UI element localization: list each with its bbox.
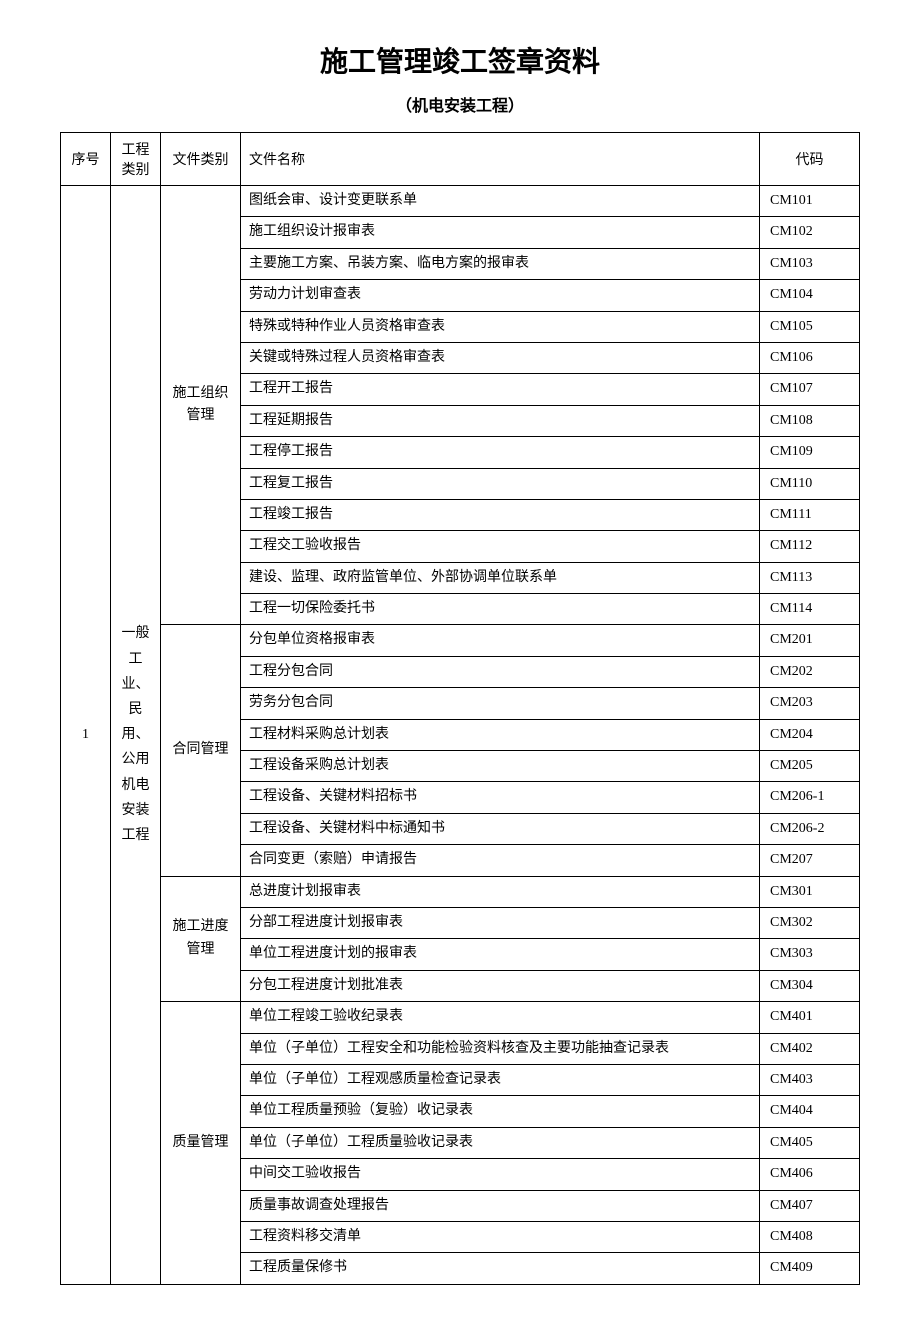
code-cell: CM401: [760, 1002, 860, 1033]
code-cell: CM109: [760, 437, 860, 468]
code-cell: CM206-2: [760, 813, 860, 844]
file-name-cell: 分包工程进度计划批准表: [241, 970, 760, 1001]
table-row: 1一般工业、民用、公用机电安装工程施工组织管理图纸会审、设计变更联系单CM101: [61, 186, 860, 217]
file-name-cell: 单位（子单位）工程质量验收记录表: [241, 1127, 760, 1158]
file-category-cell: 施工进度管理: [161, 876, 241, 1002]
code-cell: CM105: [760, 311, 860, 342]
file-name-cell: 工程资料移交清单: [241, 1221, 760, 1252]
code-cell: CM113: [760, 562, 860, 593]
code-cell: CM101: [760, 186, 860, 217]
table-body: 1一般工业、民用、公用机电安装工程施工组织管理图纸会审、设计变更联系单CM101…: [61, 186, 860, 1285]
code-cell: CM303: [760, 939, 860, 970]
file-name-cell: 工程设备、关键材料招标书: [241, 782, 760, 813]
file-name-cell: 工程开工报告: [241, 374, 760, 405]
file-name-cell: 单位工程竣工验收纪录表: [241, 1002, 760, 1033]
file-name-cell: 工程复工报告: [241, 468, 760, 499]
code-cell: CM408: [760, 1221, 860, 1252]
code-cell: CM206-1: [760, 782, 860, 813]
code-cell: CM201: [760, 625, 860, 656]
file-name-cell: 劳动力计划审查表: [241, 280, 760, 311]
file-name-cell: 总进度计划报审表: [241, 876, 760, 907]
code-cell: CM406: [760, 1159, 860, 1190]
code-cell: CM302: [760, 907, 860, 938]
file-name-cell: 劳务分包合同: [241, 688, 760, 719]
file-name-cell: 建设、监理、政府监管单位、外部协调单位联系单: [241, 562, 760, 593]
code-cell: CM207: [760, 845, 860, 876]
file-name-cell: 工程一切保险委托书: [241, 594, 760, 625]
code-cell: CM106: [760, 342, 860, 373]
file-name-cell: 工程设备采购总计划表: [241, 751, 760, 782]
header-file-name: 文件名称: [241, 133, 760, 186]
file-name-cell: 分部工程进度计划报审表: [241, 907, 760, 938]
code-cell: CM404: [760, 1096, 860, 1127]
file-name-cell: 合同变更（索赔）申请报告: [241, 845, 760, 876]
file-category-cell: 施工组织管理: [161, 186, 241, 625]
eng-category-cell: 一般工业、民用、公用机电安装工程: [111, 186, 161, 1285]
code-cell: CM203: [760, 688, 860, 719]
code-cell: CM407: [760, 1190, 860, 1221]
file-name-cell: 特殊或特种作业人员资格审查表: [241, 311, 760, 342]
file-name-cell: 工程设备、关键材料中标通知书: [241, 813, 760, 844]
file-name-cell: 质量事故调查处理报告: [241, 1190, 760, 1221]
code-cell: CM403: [760, 1064, 860, 1095]
code-cell: CM304: [760, 970, 860, 1001]
code-cell: CM114: [760, 594, 860, 625]
code-cell: CM111: [760, 499, 860, 530]
file-name-cell: 图纸会审、设计变更联系单: [241, 186, 760, 217]
code-cell: CM102: [760, 217, 860, 248]
header-seq: 序号: [61, 133, 111, 186]
file-name-cell: 单位（子单位）工程安全和功能检验资料核查及主要功能抽查记录表: [241, 1033, 760, 1064]
code-cell: CM301: [760, 876, 860, 907]
file-name-cell: 工程质量保修书: [241, 1253, 760, 1284]
document-subtitle: （机电安装工程）: [60, 92, 860, 116]
file-name-cell: 主要施工方案、吊装方案、临电方案的报审表: [241, 248, 760, 279]
code-cell: CM205: [760, 751, 860, 782]
file-category-cell: 合同管理: [161, 625, 241, 876]
table-row: 施工进度管理总进度计划报审表CM301: [61, 876, 860, 907]
file-name-cell: 工程材料采购总计划表: [241, 719, 760, 750]
code-cell: CM405: [760, 1127, 860, 1158]
file-name-cell: 工程延期报告: [241, 405, 760, 436]
code-cell: CM409: [760, 1253, 860, 1284]
file-name-cell: 单位（子单位）工程观感质量检查记录表: [241, 1064, 760, 1095]
main-table: 序号 工程类别 文件类别 文件名称 代码 1一般工业、民用、公用机电安装工程施工…: [60, 132, 860, 1285]
code-cell: CM107: [760, 374, 860, 405]
table-row: 质量管理单位工程竣工验收纪录表CM401: [61, 1002, 860, 1033]
code-cell: CM112: [760, 531, 860, 562]
code-cell: CM402: [760, 1033, 860, 1064]
header-row: 序号 工程类别 文件类别 文件名称 代码: [61, 133, 860, 186]
file-category-cell: 质量管理: [161, 1002, 241, 1285]
file-name-cell: 工程分包合同: [241, 656, 760, 687]
file-name-cell: 工程停工报告: [241, 437, 760, 468]
document-title: 施工管理竣工签章资料: [60, 40, 860, 80]
file-name-cell: 关键或特殊过程人员资格审查表: [241, 342, 760, 373]
file-name-cell: 单位工程进度计划的报审表: [241, 939, 760, 970]
file-name-cell: 工程竣工报告: [241, 499, 760, 530]
code-cell: CM202: [760, 656, 860, 687]
code-cell: CM110: [760, 468, 860, 499]
header-file-category: 文件类别: [161, 133, 241, 186]
file-name-cell: 单位工程质量预验（复验）收记录表: [241, 1096, 760, 1127]
code-cell: CM103: [760, 248, 860, 279]
file-name-cell: 工程交工验收报告: [241, 531, 760, 562]
header-eng-category: 工程类别: [111, 133, 161, 186]
header-code: 代码: [760, 133, 860, 186]
code-cell: CM204: [760, 719, 860, 750]
seq-cell: 1: [61, 186, 111, 1285]
file-name-cell: 中间交工验收报告: [241, 1159, 760, 1190]
code-cell: CM104: [760, 280, 860, 311]
code-cell: CM108: [760, 405, 860, 436]
file-name-cell: 分包单位资格报审表: [241, 625, 760, 656]
table-row: 合同管理分包单位资格报审表CM201: [61, 625, 860, 656]
file-name-cell: 施工组织设计报审表: [241, 217, 760, 248]
